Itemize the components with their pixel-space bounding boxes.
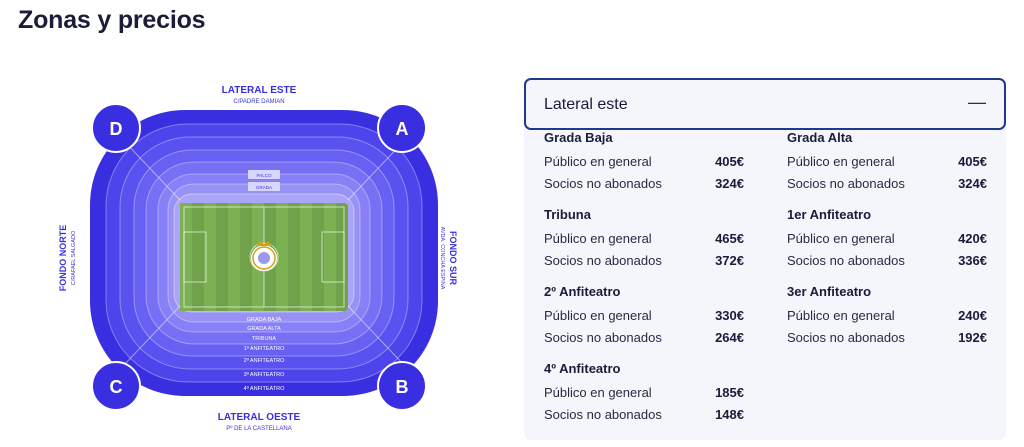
- zone-name: 2º Anfiteatro: [544, 284, 621, 299]
- ring-label-tribuna: TRIBUNA: [252, 336, 276, 342]
- price-value: 240€: [958, 308, 987, 323]
- map-top-sublabel: C/PADRE DAMIAN: [233, 99, 284, 105]
- price-row: Socios no abonados 264€: [544, 328, 744, 350]
- corner-a-badge[interactable]: A: [377, 103, 427, 153]
- price-row: Público en general 420€: [787, 229, 987, 251]
- zone-name: Tribuna: [544, 207, 591, 222]
- price-label: Socios no abonados: [787, 176, 905, 191]
- map-right-label: FONDO SUR: [448, 231, 458, 286]
- ring-label-grada-baja: GRADA BAJA: [247, 317, 282, 323]
- zone-name: 4º Anfiteatro: [544, 361, 621, 376]
- price-row: Público en general 405€: [544, 152, 744, 174]
- price-label: Público en general: [544, 231, 652, 246]
- prices-panel: Lateral este — Grada Baja Público en gen…: [524, 78, 1006, 440]
- corner-d-badge[interactable]: D: [91, 103, 141, 153]
- zone-name: Grada Baja: [544, 130, 613, 145]
- ring-label-1-anfiteatro: 1º ANFITEATRO: [244, 345, 285, 352]
- price-value: 324€: [715, 176, 744, 191]
- map-right-sublabel: AVDA. CONCHA ESPINA: [439, 227, 445, 290]
- price-label: Socios no abonados: [544, 330, 662, 345]
- price-label: Socios no abonados: [787, 330, 905, 345]
- ring-label-2-anfiteatro: 2º ANFITEATRO: [244, 357, 285, 364]
- price-value: 405€: [715, 154, 744, 169]
- corner-c-badge[interactable]: C: [91, 361, 141, 411]
- map-left-label: FONDO NORTE: [58, 225, 68, 292]
- price-label: Público en general: [544, 308, 652, 323]
- price-label: Público en general: [544, 154, 652, 169]
- map-top-label: LATERAL ESTE: [222, 85, 297, 96]
- collapse-icon[interactable]: —: [968, 92, 986, 112]
- ring-label-grada-alta: GRADA ALTA: [247, 326, 281, 332]
- stadium-map: PALCO GRADA GRADA BAJA GRADA ALTA TRIBUN…: [58, 85, 458, 432]
- panel-title: Lateral este: [544, 96, 628, 113]
- price-row: Socios no abonados 336€: [787, 251, 987, 273]
- price-label: Socios no abonados: [787, 253, 905, 268]
- price-value: 420€: [958, 231, 987, 246]
- price-row: Público en general 185€: [544, 383, 744, 405]
- zone-tribuna: Tribuna Público en general 465€ Socios no…: [544, 207, 744, 273]
- price-label: Público en general: [787, 231, 895, 246]
- price-value: 185€: [715, 385, 744, 400]
- price-label: Socios no abonados: [544, 176, 662, 191]
- price-value: 324€: [958, 176, 987, 191]
- price-row: Socios no abonados 148€: [544, 405, 744, 427]
- zone-name: 3er Anfiteatro: [787, 284, 872, 299]
- price-value: 372€: [715, 253, 744, 268]
- lateral-este-accordion-header[interactable]: Lateral este —: [524, 78, 1006, 130]
- ring-label-4-anfiteatro: 4º ANFITEATRO: [244, 385, 285, 392]
- corner-b-label: B: [396, 377, 409, 397]
- map-top-small-1: PALCO: [257, 173, 272, 178]
- club-crest-icon: [251, 241, 277, 271]
- price-value: 405€: [958, 154, 987, 169]
- corner-a-label: A: [396, 119, 409, 139]
- zone-name: 1er Anfiteatro: [787, 207, 872, 222]
- price-value: 465€: [715, 231, 744, 246]
- corner-d-label: D: [110, 119, 123, 139]
- price-value: 148€: [715, 407, 744, 422]
- map-bottom-sublabel: Pº DE LA CASTELLANA: [226, 425, 292, 432]
- ring-label-3-anfiteatro: 3º ANFITEATRO: [244, 371, 285, 378]
- zone-grada-alta: Grada Alta Público en general 405€ Socios…: [787, 130, 987, 196]
- price-label: Público en general: [544, 385, 652, 400]
- zone-1er-anfiteatro: 1er Anfiteatro Público en general 420€ So…: [787, 207, 987, 273]
- zone-3er-anfiteatro: 3er Anfiteatro Público en general 240€ So…: [787, 284, 987, 350]
- price-label: Público en general: [787, 154, 895, 169]
- price-row: Socios no abonados 372€: [544, 251, 744, 273]
- map-top-small-2: GRADA: [256, 185, 272, 190]
- price-row: Público en general 405€: [787, 152, 987, 174]
- corner-c-label: C: [110, 377, 123, 397]
- price-value: 336€: [958, 253, 987, 268]
- map-left-sublabel: C/RAFAEL SALGADO: [71, 230, 77, 285]
- price-row: Socios no abonados 324€: [544, 174, 744, 196]
- price-value: 264€: [715, 330, 744, 345]
- price-row: Socios no abonados 192€: [787, 328, 987, 350]
- zone-2-anfiteatro: 2º Anfiteatro Público en general 330€ Soc…: [544, 284, 744, 350]
- zone-4-anfiteatro: 4º Anfiteatro Público en general 185€ Soc…: [544, 361, 744, 427]
- price-value: 192€: [958, 330, 987, 345]
- price-row: Socios no abonados 324€: [787, 174, 987, 196]
- price-row: Público en general 465€: [544, 229, 744, 251]
- price-row: Público en general 330€: [544, 306, 744, 328]
- price-label: Socios no abonados: [544, 407, 662, 422]
- zone-grada-baja: Grada Baja Público en general 405€ Socios…: [544, 130, 744, 196]
- price-label: Público en general: [787, 308, 895, 323]
- corner-b-badge[interactable]: B: [377, 361, 427, 411]
- price-value: 330€: [715, 308, 744, 323]
- price-row: Público en general 240€: [787, 306, 987, 328]
- page-title: Zonas y precios: [18, 6, 206, 34]
- price-label: Socios no abonados: [544, 253, 662, 268]
- map-bottom-label: LATERAL OESTE: [218, 412, 301, 423]
- zone-name: Grada Alta: [787, 130, 853, 145]
